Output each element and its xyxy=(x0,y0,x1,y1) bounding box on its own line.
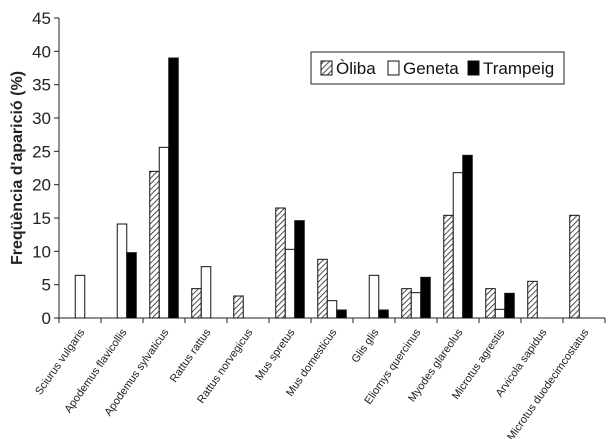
bar-hollow xyxy=(74,274,86,319)
x-category-label: Rattus rattus xyxy=(168,326,214,384)
bar-hatched xyxy=(401,288,412,319)
bar-solid xyxy=(336,309,347,319)
bar-solid xyxy=(504,292,515,319)
y-axis-ticks: 0 5 10 15 20 25 30 35 40 45 xyxy=(32,9,59,328)
legend-label: Geneta xyxy=(403,59,459,78)
legend: Òliba Geneta Trampeig xyxy=(310,51,565,85)
y-tick-label: 45 xyxy=(32,9,51,28)
y-tick-label: 40 xyxy=(32,42,51,61)
bar-hatched xyxy=(149,170,160,319)
bar-hatched xyxy=(191,288,202,319)
legend-swatch-hollow xyxy=(387,60,400,76)
y-tick-label: 20 xyxy=(32,176,51,195)
bar-hatched xyxy=(569,214,580,319)
x-category-label: Mus spretus xyxy=(253,326,297,382)
bar-hatched xyxy=(317,258,328,319)
bar-hollow xyxy=(452,172,464,319)
bar-hollow xyxy=(410,292,422,319)
bar-hollow xyxy=(284,248,296,319)
bar-hatched xyxy=(443,214,454,319)
y-tick-label: 10 xyxy=(32,242,51,261)
legend-label: Òliba xyxy=(336,59,376,78)
y-tick-label: 5 xyxy=(42,276,51,295)
y-tick-label: 25 xyxy=(32,142,51,161)
y-tick-label: 15 xyxy=(32,209,51,228)
legend-box xyxy=(310,51,565,85)
x-category-label: Glis glis xyxy=(350,326,382,365)
bar-solid xyxy=(168,57,179,319)
bar-hollow xyxy=(158,146,170,319)
y-tick-label: 35 xyxy=(32,76,51,95)
bar-hatched xyxy=(233,295,244,319)
y-tick-label: 30 xyxy=(32,109,51,128)
bar-hollow xyxy=(116,223,128,319)
legend-swatch-hatched xyxy=(320,60,333,76)
legend-label: Trampeig xyxy=(483,59,554,78)
bar-solid xyxy=(126,252,137,319)
bar-hollow xyxy=(326,300,338,319)
bar-hollow xyxy=(200,266,212,319)
bar-solid xyxy=(462,154,473,319)
y-axis-label: Freqüència d'aparició (%) xyxy=(9,71,26,265)
bar-hollow xyxy=(368,274,380,319)
y-tick-label: 0 xyxy=(42,309,51,328)
bar-hatched xyxy=(527,280,538,319)
bars xyxy=(74,57,580,319)
bar-solid xyxy=(294,220,305,319)
bar-hatched xyxy=(275,207,286,319)
bar-solid xyxy=(420,276,431,319)
bar-hollow xyxy=(494,308,506,319)
legend-swatch-solid xyxy=(467,60,480,76)
x-category-label: Microtus duodecimcostatus xyxy=(505,326,592,439)
bar-solid xyxy=(378,309,389,319)
bar-hatched xyxy=(485,288,496,319)
